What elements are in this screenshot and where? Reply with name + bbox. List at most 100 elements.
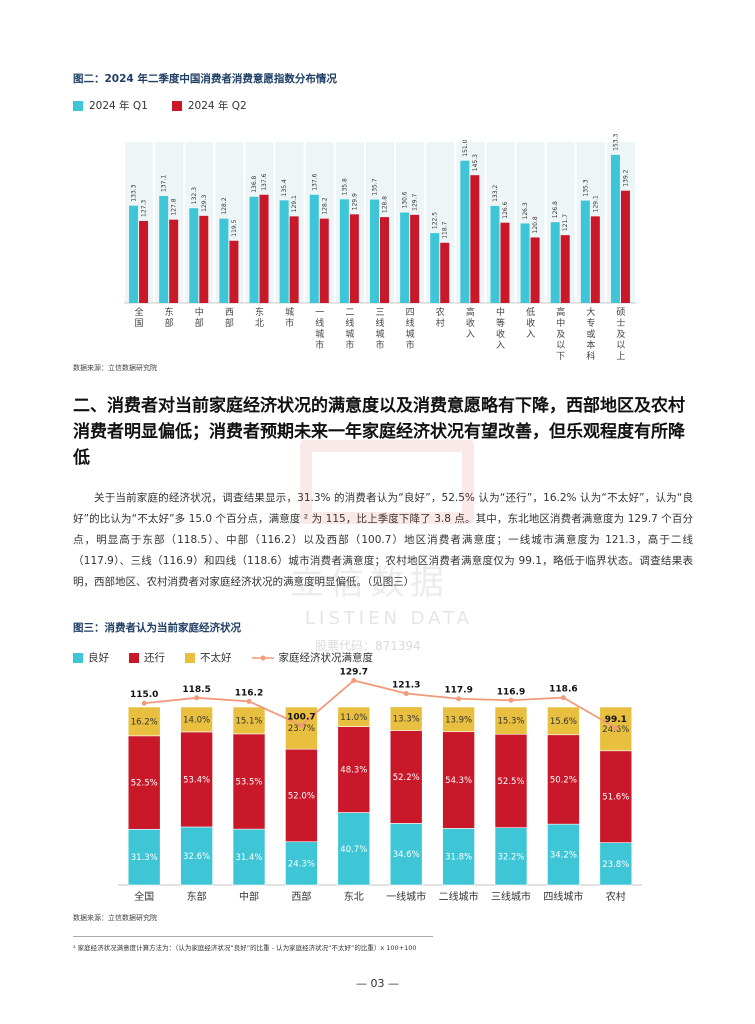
- data-label: 127.8: [171, 198, 178, 215]
- data-label: 133.3: [131, 184, 138, 201]
- bar-q2: [289, 216, 299, 303]
- bar-q1: [460, 160, 470, 303]
- bar-q2: [500, 222, 510, 303]
- x-tick-label: 城市: [285, 307, 294, 329]
- segment-label-good: 31.8%: [445, 853, 472, 863]
- x-tick-label: 西部: [291, 890, 311, 903]
- satisfaction-point: [194, 695, 200, 701]
- footnote-divider: [73, 936, 433, 937]
- bar-segment-ok: [599, 750, 633, 843]
- data-label: 137.1: [161, 175, 168, 192]
- x-tick-label: 西部: [225, 307, 234, 329]
- x-tick-label: 全国: [135, 306, 144, 329]
- bar-segment-bad: [232, 706, 266, 735]
- bar-q1: [279, 200, 289, 303]
- segment-label-good: 24.3%: [288, 859, 315, 869]
- data-label: 132.3: [191, 187, 198, 204]
- segment-label-good: 32.2%: [497, 852, 524, 862]
- satisfaction-point: [298, 722, 304, 728]
- satisfaction-point: [508, 697, 514, 703]
- satisfaction-label: 116.2: [235, 688, 263, 698]
- legend-swatch-q2: [171, 100, 182, 111]
- bar-segment-good: [232, 828, 266, 886]
- bar-segment-good: [389, 823, 423, 886]
- data-label: 120.8: [532, 216, 539, 233]
- data-label: 130.6: [402, 191, 409, 208]
- data-label: 139.2: [622, 169, 629, 186]
- legend-label-q2: 2024 年 Q2: [187, 100, 247, 112]
- bar-q1: [490, 205, 500, 303]
- bar-q1: [520, 223, 530, 303]
- bar-segment-ok: [389, 730, 423, 824]
- bar-segment-ok: [442, 731, 475, 829]
- satisfaction-line: [144, 679, 617, 729]
- bar-segment-bad: [494, 706, 528, 735]
- satisfaction-point: [560, 695, 566, 701]
- data-label: 122.5: [432, 212, 439, 229]
- segment-label-ok: 52.2%: [393, 773, 420, 783]
- bar-q2: [229, 240, 239, 303]
- x-tick-label: 高中及以下: [556, 306, 565, 362]
- data-label: 121.7: [562, 214, 569, 231]
- bar-segment-bad: [389, 706, 423, 731]
- bar-q1: [249, 196, 259, 303]
- segment-label-bad: 14.0%: [183, 715, 210, 725]
- x-tick-label: 全国: [134, 890, 154, 903]
- segment-label-good: 23.8%: [602, 860, 629, 870]
- legend-label-bad: 不太好: [200, 652, 232, 664]
- bar-q2: [139, 220, 149, 303]
- satisfaction-point: [403, 690, 409, 696]
- bar-q1: [400, 212, 410, 303]
- figure3-chart: 31.3% 52.5% 16.2% 全国 32.6% 53.4% 14.0% 东部 31.4% 5…: [118, 667, 642, 903]
- segment-label-ok: 50.2%: [550, 775, 577, 785]
- segment-label-ok: 53.5%: [235, 777, 262, 787]
- bar-q2: [169, 219, 179, 303]
- bar-segment-good: [547, 823, 580, 886]
- bar-segment-ok: [494, 733, 528, 828]
- bar-segment-good: [442, 828, 475, 886]
- legend-line-marker: [251, 655, 274, 660]
- x-tick-label: 一线城市: [315, 308, 324, 351]
- bar-q2: [470, 175, 480, 303]
- legend-swatch-bad: [185, 652, 195, 663]
- segment-label-good: 34.2%: [550, 851, 577, 861]
- satisfaction-label: 117.9: [444, 686, 472, 696]
- segment-label-bad: 16.2%: [131, 717, 158, 727]
- data-label: 133.2: [492, 185, 499, 202]
- satisfaction-point: [456, 696, 462, 702]
- satisfaction-label: 100.7: [287, 712, 315, 722]
- segment-label-good: 31.4%: [235, 853, 262, 863]
- satisfaction-label: 118.6: [549, 685, 577, 695]
- x-tick-label: 东部: [187, 890, 207, 903]
- data-label: 129.7: [412, 193, 419, 210]
- figure3-source: 数据来源：立信数据研究院: [73, 914, 157, 922]
- segment-label-bad: 13.3%: [393, 715, 420, 725]
- segment-label-ok: 53.4%: [183, 775, 210, 785]
- bar-q1: [129, 205, 139, 303]
- legend-label-good: 良好: [88, 652, 109, 664]
- data-label: 151.0: [462, 139, 469, 156]
- data-label: 129.3: [201, 194, 208, 211]
- data-label: 118.7: [442, 221, 449, 238]
- segment-label-bad: 15.1%: [235, 716, 262, 726]
- x-tick-label: 三线城市: [375, 308, 384, 351]
- x-tick-label: 中部: [239, 890, 259, 903]
- x-tick-label: 农村: [606, 890, 626, 903]
- data-label: 126.8: [552, 201, 559, 218]
- satisfaction-label: 118.5: [182, 685, 210, 695]
- satisfaction-point: [141, 700, 147, 706]
- satisfaction-label: 115.0: [130, 690, 158, 700]
- data-label: 145.3: [472, 154, 479, 171]
- bar-segment-ok: [547, 734, 580, 825]
- segment-label-ok: 52.0%: [288, 791, 315, 801]
- data-label: 126.6: [502, 201, 509, 218]
- bar-q1: [219, 218, 229, 303]
- x-tick-label: 低收入: [526, 306, 535, 340]
- data-label: 128.2: [321, 197, 328, 214]
- satisfaction-label: 129.7: [340, 667, 368, 677]
- legend-label-q1: 2024 年 Q1: [89, 100, 148, 112]
- bar-segment-ok: [232, 733, 266, 830]
- segment-label-good: 32.6%: [183, 852, 210, 862]
- section-heading: 二、消费者对当前家庭经济状况的满意度以及消费意愿略有下降，西部地区及农村消费者明…: [73, 396, 685, 468]
